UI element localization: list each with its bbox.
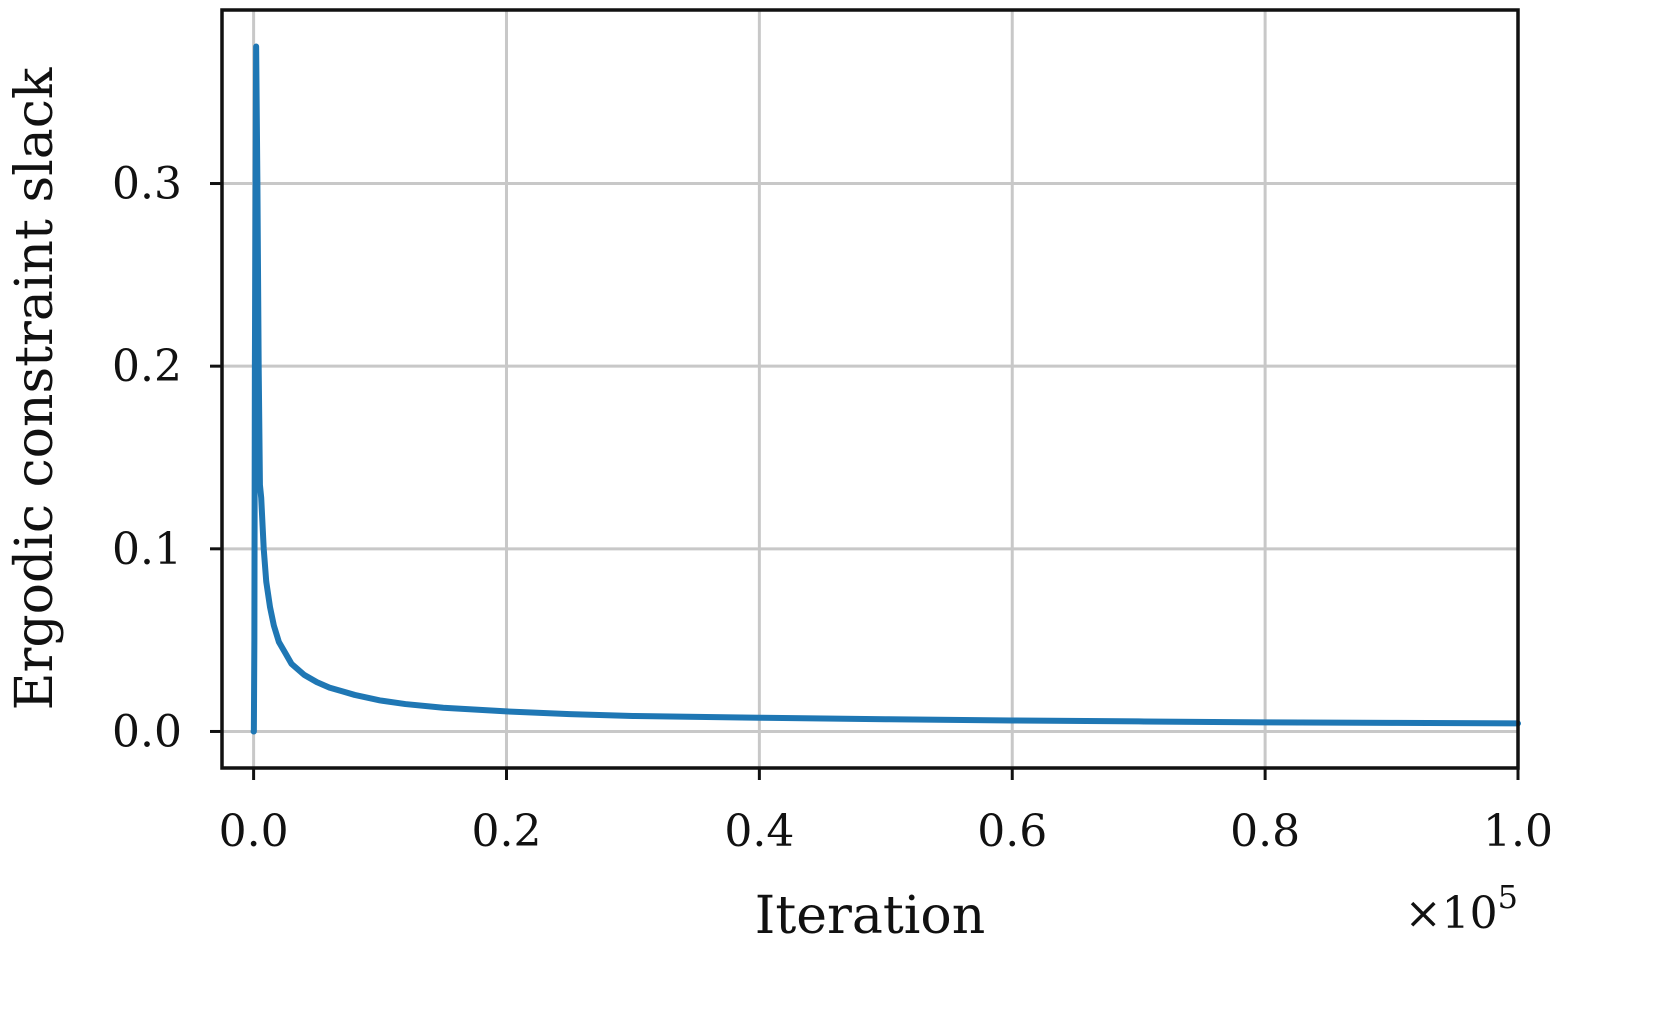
grid xyxy=(222,10,1520,768)
y-tick-label: 0.1 xyxy=(112,524,182,575)
y-axis-label: Ergodic constraint slack xyxy=(5,67,65,710)
y-tick-label: 0.0 xyxy=(112,706,182,757)
ticks xyxy=(210,182,1520,780)
x-tick-label: 0.6 xyxy=(977,806,1047,857)
x-axis-offset-exponent: 5 xyxy=(1498,878,1518,916)
x-axis-offset-base: ×10 xyxy=(1405,888,1498,939)
x-tick-label: 0.0 xyxy=(219,806,289,857)
x-tick-label: 1.0 xyxy=(1483,806,1553,857)
y-tick-label: 0.3 xyxy=(112,159,182,210)
x-tick-label: 0.4 xyxy=(724,806,794,857)
x-axis-label: Iteration xyxy=(755,886,985,946)
x-tick-label: 0.2 xyxy=(471,806,541,857)
x-axis-offset-label: ×105 xyxy=(1405,878,1518,939)
x-tick-label: 0.8 xyxy=(1230,806,1300,857)
series-layer xyxy=(250,43,1521,735)
series-line xyxy=(250,43,1521,735)
tick-labels: 0.0 0.2 0.4 0.6 0.8 1.0 0.0 0.1 0.2 0.3 xyxy=(112,159,1553,857)
plot-frame xyxy=(220,8,1520,770)
y-tick-label: 0.2 xyxy=(112,341,182,392)
